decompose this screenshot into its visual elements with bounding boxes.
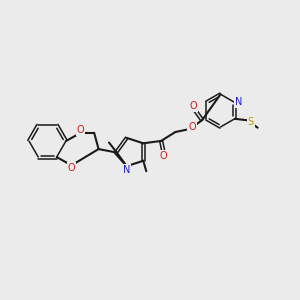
Text: S: S [248,117,254,127]
Text: O: O [188,122,196,132]
Text: O: O [68,163,75,173]
Text: N: N [235,98,243,107]
Text: O: O [160,151,167,161]
Text: N: N [123,165,130,175]
Text: O: O [77,125,85,135]
Text: O: O [189,101,197,111]
